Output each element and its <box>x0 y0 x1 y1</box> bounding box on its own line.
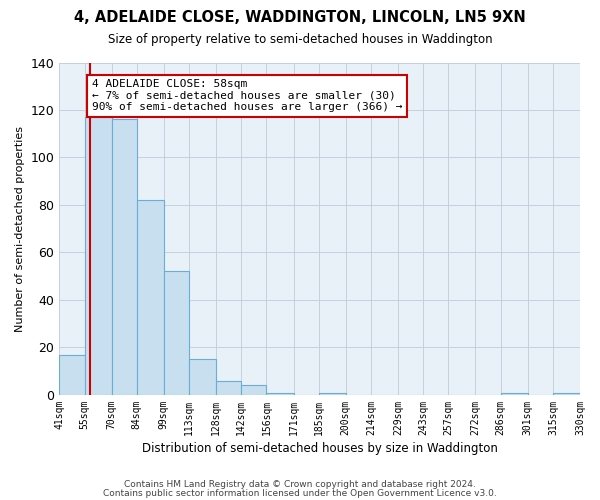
Bar <box>59 354 85 395</box>
Bar <box>241 386 266 395</box>
X-axis label: Distribution of semi-detached houses by size in Waddington: Distribution of semi-detached houses by … <box>142 442 497 455</box>
Bar <box>553 392 580 395</box>
Bar <box>112 120 137 395</box>
Bar <box>164 272 189 395</box>
Y-axis label: Number of semi-detached properties: Number of semi-detached properties <box>15 126 25 332</box>
Text: 4 ADELAIDE CLOSE: 58sqm
← 7% of semi-detached houses are smaller (30)
90% of sem: 4 ADELAIDE CLOSE: 58sqm ← 7% of semi-det… <box>92 79 402 112</box>
Bar <box>501 392 528 395</box>
Bar <box>189 360 216 395</box>
Bar <box>85 117 112 395</box>
Bar <box>137 200 164 395</box>
Bar <box>266 392 293 395</box>
Bar <box>216 380 241 395</box>
Text: Contains public sector information licensed under the Open Government Licence v3: Contains public sector information licen… <box>103 488 497 498</box>
Text: Contains HM Land Registry data © Crown copyright and database right 2024.: Contains HM Land Registry data © Crown c… <box>124 480 476 489</box>
Text: 4, ADELAIDE CLOSE, WADDINGTON, LINCOLN, LN5 9XN: 4, ADELAIDE CLOSE, WADDINGTON, LINCOLN, … <box>74 10 526 25</box>
Bar <box>319 392 346 395</box>
Text: Size of property relative to semi-detached houses in Waddington: Size of property relative to semi-detach… <box>107 32 493 46</box>
